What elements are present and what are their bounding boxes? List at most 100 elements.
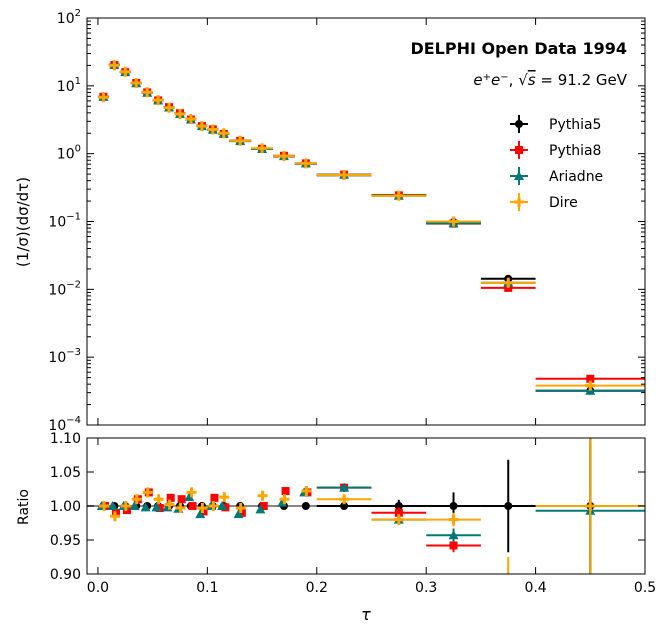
ratio-point bbox=[277, 497, 288, 507]
chart-title: DELPHI Open Data 1994 bbox=[410, 39, 627, 58]
ratio-point bbox=[166, 493, 175, 502]
data-point bbox=[235, 135, 246, 146]
x-axis-label: τ bbox=[361, 605, 371, 624]
ratio-plot: 0.90 0.95 1.00 1.05 1.10 0.0 0.1 0.2 0.3 0.4 0.5 bbox=[50, 431, 656, 596]
ratio-point bbox=[340, 502, 349, 510]
x-tick-label: 0.2 bbox=[306, 580, 328, 596]
main-plot-frame bbox=[86, 17, 646, 426]
ratio-point bbox=[281, 487, 290, 496]
ratio-point bbox=[255, 504, 266, 514]
ratio-point bbox=[339, 494, 350, 505]
y-tick-label: 10−3 bbox=[48, 347, 81, 366]
y-tick-label: 101 bbox=[57, 76, 81, 95]
ratio-point bbox=[233, 509, 244, 519]
ratio-point bbox=[153, 494, 164, 505]
series-dire bbox=[97, 60, 645, 391]
ratio-y-tick-label: 1.05 bbox=[50, 465, 81, 481]
data-point bbox=[448, 216, 459, 227]
ratio-point bbox=[259, 502, 268, 510]
ratio-point bbox=[219, 492, 230, 503]
ratio-point bbox=[257, 490, 268, 501]
ratio-point bbox=[184, 492, 195, 502]
legend-label: Pythia8 bbox=[549, 143, 601, 159]
ratio-point bbox=[155, 504, 164, 513]
data-point bbox=[300, 158, 311, 169]
ratio-point bbox=[131, 494, 142, 505]
ratio-y-tick-label: 1.00 bbox=[50, 499, 81, 515]
ratio-point bbox=[393, 514, 404, 525]
ratio-point bbox=[217, 501, 228, 510]
ratio-point bbox=[197, 503, 208, 514]
data-point bbox=[339, 169, 350, 180]
ratio-point bbox=[394, 508, 403, 517]
ratio-point bbox=[585, 501, 596, 511]
ratio-y-tick-label: 1.10 bbox=[50, 431, 81, 447]
ratio-point bbox=[210, 493, 219, 502]
ratio-point bbox=[504, 502, 513, 510]
data-point bbox=[196, 121, 207, 132]
legend-marker bbox=[514, 197, 524, 207]
data-point bbox=[131, 78, 142, 89]
legend-marker bbox=[515, 146, 523, 154]
ratio-point bbox=[129, 501, 140, 510]
data-point bbox=[257, 143, 268, 154]
legend-entry-pythia8: Pythia8 bbox=[510, 141, 601, 159]
data-point bbox=[278, 151, 289, 162]
x-tick-label: 0.1 bbox=[196, 580, 218, 596]
ratio-series-dire bbox=[98, 438, 645, 574]
ratio-point bbox=[448, 530, 459, 540]
ratio-point bbox=[449, 541, 458, 550]
ratio-point bbox=[186, 487, 197, 498]
main-plot: 10−4 10−3 10−2 10−1 100 101 102 bbox=[48, 8, 646, 434]
ratio-point bbox=[448, 514, 459, 525]
chart-subtitle: e+e−, √s = 91.2 GeV bbox=[473, 71, 627, 89]
x-tick-label: 0.4 bbox=[524, 580, 546, 596]
ratio-point bbox=[98, 501, 109, 511]
ratio-point bbox=[188, 502, 197, 510]
ratio-point bbox=[107, 501, 118, 510]
y-tick-label: 10−4 bbox=[48, 415, 81, 434]
ratio-point bbox=[120, 501, 131, 511]
y-axis-label-top: (1/σ)(dσ/dτ) bbox=[14, 177, 32, 267]
data-point bbox=[504, 283, 513, 292]
ratio-point bbox=[142, 487, 153, 498]
data-point bbox=[207, 124, 218, 135]
legend-marker bbox=[514, 171, 524, 180]
data-point bbox=[120, 66, 131, 77]
ratio-point bbox=[279, 494, 290, 505]
legend-entry-pythia5: Pythia5 bbox=[510, 115, 601, 133]
ratio-point bbox=[151, 502, 162, 512]
data-point bbox=[142, 87, 153, 98]
data-point bbox=[153, 95, 164, 106]
data-point bbox=[109, 60, 120, 71]
ratio-point bbox=[339, 482, 350, 492]
ratio-point bbox=[208, 501, 219, 511]
legend: Pythia5 Pythia8 Ariadne Dire bbox=[510, 115, 603, 211]
ratio-point bbox=[394, 502, 403, 510]
y-axis-label-bottom: Ratio bbox=[16, 489, 32, 525]
ratio-point bbox=[109, 511, 120, 522]
data-point bbox=[164, 102, 175, 113]
legend-entry-dire: Dire bbox=[510, 193, 578, 211]
data-point bbox=[218, 128, 229, 139]
ratio-point bbox=[177, 495, 186, 504]
ratio-y-tick-label: 0.90 bbox=[50, 567, 81, 583]
ratio-point bbox=[301, 502, 310, 510]
data-point bbox=[185, 113, 196, 124]
x-tick-label: 0.5 bbox=[634, 580, 656, 596]
ratio-point bbox=[140, 502, 151, 512]
y-tick-label: 100 bbox=[57, 144, 81, 163]
ratio-point bbox=[235, 503, 246, 514]
ratio-point bbox=[449, 502, 458, 510]
ratio-plot-frame bbox=[86, 437, 646, 575]
legend-marker bbox=[515, 120, 523, 128]
y-tick-label: 102 bbox=[57, 8, 81, 27]
x-tick-label: 0.0 bbox=[87, 580, 109, 596]
data-point bbox=[98, 92, 109, 103]
data-point bbox=[175, 108, 185, 119]
ratio-point bbox=[195, 509, 206, 519]
data-point bbox=[585, 380, 596, 391]
x-tick-label: 0.3 bbox=[415, 580, 437, 596]
